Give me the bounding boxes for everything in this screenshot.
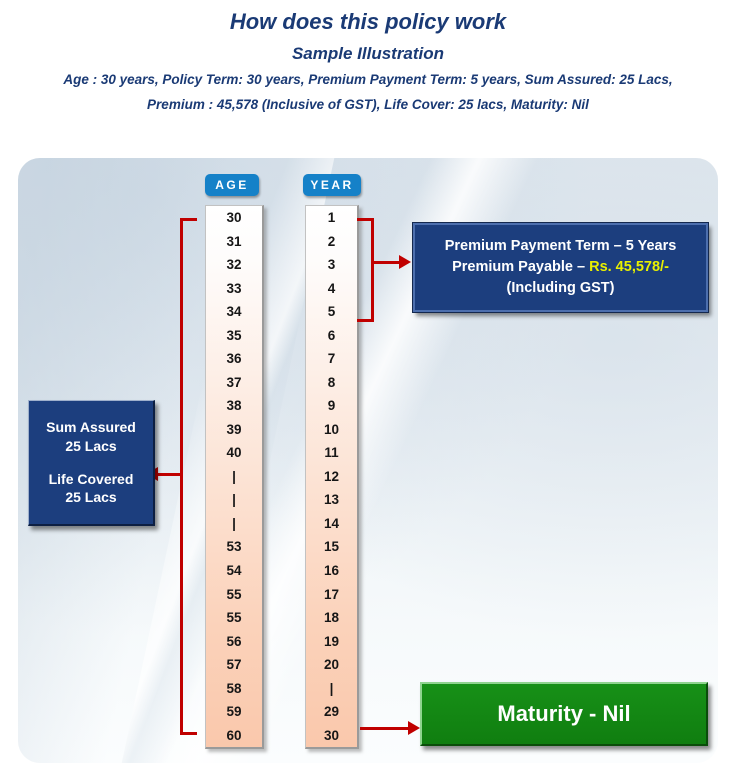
age-cell: 54	[226, 562, 242, 578]
life-covered-label: Life Covered	[48, 470, 134, 487]
age-column-header: AGE	[205, 174, 259, 196]
premium-payable-label: Premium Payable –	[452, 258, 590, 275]
sum-assured-arrow-line	[157, 473, 182, 476]
year-cell: 30	[323, 727, 340, 743]
year-cell: 3	[327, 257, 336, 273]
year-cell: 10	[323, 421, 340, 437]
policy-detail-line-2: Premium : 45,578 (Inclusive of GST), Lif…	[147, 97, 589, 112]
year-cell: 11	[324, 445, 339, 461]
premium-arrow-line	[371, 261, 399, 264]
age-cell: 36	[226, 351, 242, 367]
age-cell: 35	[226, 327, 242, 343]
age-cell: 33	[226, 280, 242, 296]
age-cell: 38	[226, 398, 242, 414]
year-cell: 17	[323, 586, 340, 602]
year-cell: 29	[323, 704, 340, 720]
sum-assured-value: 25 Lacs	[65, 437, 117, 454]
premium-term-bracket	[357, 218, 374, 322]
year-cell: 18	[323, 610, 340, 626]
premium-term-line: Premium Payment Term – 5 Years	[444, 237, 677, 254]
year-cell: 9	[327, 398, 336, 414]
age-cell: 39	[226, 421, 242, 437]
year-cell: 6	[327, 327, 336, 343]
age-column: 30 31 32 33 34 35 36 37 38 39 40 | | | 53 54 55 55 56 57 58 5…	[205, 205, 264, 749]
maturity-label: Maturity - Nil	[497, 701, 631, 726]
age-cell: 59	[226, 704, 242, 720]
policy-detail-line-1: Age : 30 years, Policy Term: 30 years, P…	[63, 72, 673, 87]
premium-payable-line: Premium Payable – Rs. 45,578/-	[415, 257, 706, 278]
age-cell: 30	[226, 210, 242, 226]
year-cell: 19	[323, 633, 340, 649]
year-cell: 7	[327, 351, 336, 367]
year-cell: 13	[323, 492, 340, 508]
year-cell: 12	[323, 468, 340, 484]
life-covered-value: 25 Lacs	[65, 489, 117, 506]
age-cell: 55	[226, 586, 242, 602]
age-cell: 58	[226, 680, 242, 696]
year-cell: 14	[323, 515, 340, 531]
age-cell: 31	[226, 233, 242, 249]
year-cell: 8	[327, 374, 336, 390]
year-cell: 15	[323, 539, 340, 555]
maturity-arrow-icon	[408, 721, 420, 735]
premium-callout: Premium Payment Term – 5 Years Premium P…	[412, 222, 709, 313]
premium-amount-value: Rs. 45,578/-	[589, 258, 669, 275]
age-cell: 53	[226, 539, 242, 555]
sum-assured-label: Sum Assured	[46, 418, 136, 435]
year-cell: 5	[327, 304, 336, 320]
spacer	[29, 456, 153, 470]
age-cell: |	[232, 515, 236, 531]
year-column: 1 2 3 4 5 6 7 8 9 10 11 12 13 14 15 16 17 18 19 20 | 29 30	[305, 205, 359, 749]
premium-arrow-icon	[399, 255, 411, 269]
page-title: How does this policy work	[229, 9, 507, 34]
year-cell: |	[329, 680, 334, 696]
age-cell: 60	[226, 727, 242, 743]
year-cell: 4	[327, 280, 336, 296]
age-span-bracket	[180, 218, 197, 735]
age-cell: 56	[226, 633, 242, 649]
age-cell: 37	[226, 374, 242, 390]
age-cell: |	[232, 468, 236, 484]
age-cell: 57	[226, 657, 242, 673]
age-cell: |	[232, 492, 236, 508]
age-cell: 40	[226, 445, 242, 461]
year-cell: 16	[323, 562, 340, 578]
age-cell: 34	[226, 304, 242, 320]
page-subtitle: Sample Illustration	[291, 44, 445, 63]
maturity-callout: Maturity - Nil	[420, 682, 708, 746]
sum-assured-callout: Sum Assured 25 Lacs Life Covered 25 Lacs	[28, 400, 155, 526]
gst-note: (Including GST)	[506, 280, 615, 296]
year-cell: 2	[327, 233, 336, 249]
year-cell: 20	[323, 657, 340, 673]
age-cell: 32	[226, 257, 242, 273]
year-cell: 1	[327, 210, 336, 226]
maturity-arrow-line	[360, 727, 408, 730]
age-cell: 55	[226, 610, 242, 626]
year-column-header: YEAR	[303, 174, 361, 196]
